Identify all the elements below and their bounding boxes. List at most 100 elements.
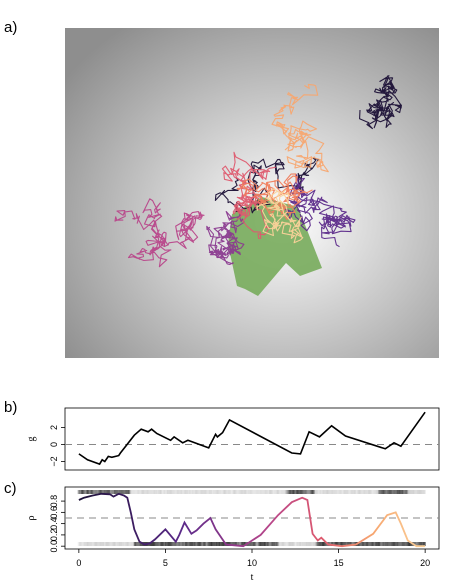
panel-c-band-mark [166,490,170,494]
panel-c-band-mark [179,542,182,546]
panel-c-band-mark [124,490,127,494]
panel-c-band-mark [285,542,288,546]
panel-c-band-mark [225,490,228,494]
panel-c-band-mark [295,542,299,546]
panel-c-band-mark [411,490,414,494]
panel-c-band-mark [367,490,370,494]
panel-c-band-mark [418,542,421,546]
panel-c-band-mark [296,542,300,546]
panel-c-band-mark [205,490,208,494]
panel-c-band-mark [316,490,319,494]
panel-c-band-mark [251,490,254,494]
panel-c-band-mark [304,490,307,494]
panel-c-band-mark [202,490,205,494]
panel-c-band-mark [343,490,347,494]
panel-c-band-mark [410,542,413,546]
panel-c-x-axis: 0 5 10 15 20 [76,549,430,568]
panel-c-band-mark [336,542,339,546]
panel-c-band-mark [183,542,187,546]
panel-c-band-mark [175,490,178,494]
panel-c-band-mark [323,542,327,546]
panel-c-xtick-label: 10 [247,558,257,568]
panel-c-band-mark [118,542,121,546]
panel-c-band-mark [330,490,333,494]
panel-c-band-mark [332,490,335,494]
panel-b: −2 0 2 g [26,407,440,471]
panel-c-band-mark [270,490,274,494]
panel-c-band-mark [278,542,281,546]
panel-c-band-mark [104,490,108,494]
panel-c-band-mark [101,542,104,546]
panel-c-band-mark [343,542,347,546]
panel-c-band-mark [213,542,217,546]
panel-c-xtick-label: 0 [76,558,81,568]
panel-c-band-mark [312,490,315,494]
panel-c-band-mark [84,542,88,546]
panel-c-band-mark [142,490,145,494]
panel-c-band-mark [403,490,407,494]
panel-c-band-mark [85,542,89,546]
panel-c-band-mark [102,542,105,546]
panel-c-band-mark [168,490,171,494]
panel-c-band-mark [135,542,139,546]
panel-c-band-mark [177,490,180,494]
panel-c-band-mark [373,542,377,546]
panel-c-band-mark [237,542,241,546]
panel-c-band-mark [296,490,300,494]
panel-c-band-mark [400,542,404,546]
panel-c-band-mark [359,490,362,494]
panel-c-band-mark [298,542,302,546]
panel-c-band-mark [174,490,177,494]
panel-c-band-mark [289,542,292,546]
panel-c-band-mark [279,490,282,494]
panel-c-band-mark [386,490,389,494]
panel-c-band-mark [375,490,379,494]
panel-c-band-mark [181,490,184,494]
panel-c-band-mark [275,490,278,494]
panel-c-band-mark [357,490,360,494]
panel-c-band-mark [260,542,263,546]
panel-c-band-mark [91,490,94,494]
panel-c-band-mark [189,542,193,546]
panel-c-band-mark [279,542,282,546]
panel-c-band-mark [109,490,113,494]
panel-c-band-mark [196,490,199,494]
panel-c-band-mark [138,542,142,546]
panel-c-band-mark [311,542,314,546]
panel-c-band-mark [198,542,201,546]
panel-c-band-mark [185,542,189,546]
panel-c-band-mark [208,542,211,546]
panel-c-band-mark [395,542,398,546]
panel-c-band-mark [291,542,295,546]
panel-c-band-mark [108,490,112,494]
walk-segment-8 [256,188,304,244]
panel-c-band-mark [348,542,352,546]
panel-c-band-mark [422,490,425,494]
panel-c-band-mark [363,542,366,546]
panel-c-band-mark [365,542,368,546]
panel-c-band-mark [229,490,232,494]
panel-c-band-mark [349,542,353,546]
panel-c-band-mark [91,542,94,546]
panel-c-band-mark [255,490,258,494]
panel-c-band-mark [310,490,313,494]
panel-c-band-mark [207,542,210,546]
panel-c-band-mark [391,542,394,546]
panel-c-band-mark [217,490,221,494]
panel-c-band-mark [129,490,132,494]
panel-c-band-mark [374,490,378,494]
panel-c-band-mark [239,542,243,546]
panel-c-band-mark [287,490,290,494]
panel-c-band-mark [250,542,253,546]
panel-c-band-mark [131,490,135,494]
panel-c-band-mark [93,490,96,494]
panel-c-band-mark [341,542,344,546]
panel-c-band-mark [416,542,419,546]
panel-c-band-mark [222,542,225,546]
panel-c-band-mark [249,542,252,546]
panel-c-band-mark [112,542,116,546]
panel-c-band-mark [197,542,200,546]
panel-c-band-mark [301,490,304,494]
panel-c-band-mark [98,490,101,494]
panel-c-band-mark [295,490,299,494]
